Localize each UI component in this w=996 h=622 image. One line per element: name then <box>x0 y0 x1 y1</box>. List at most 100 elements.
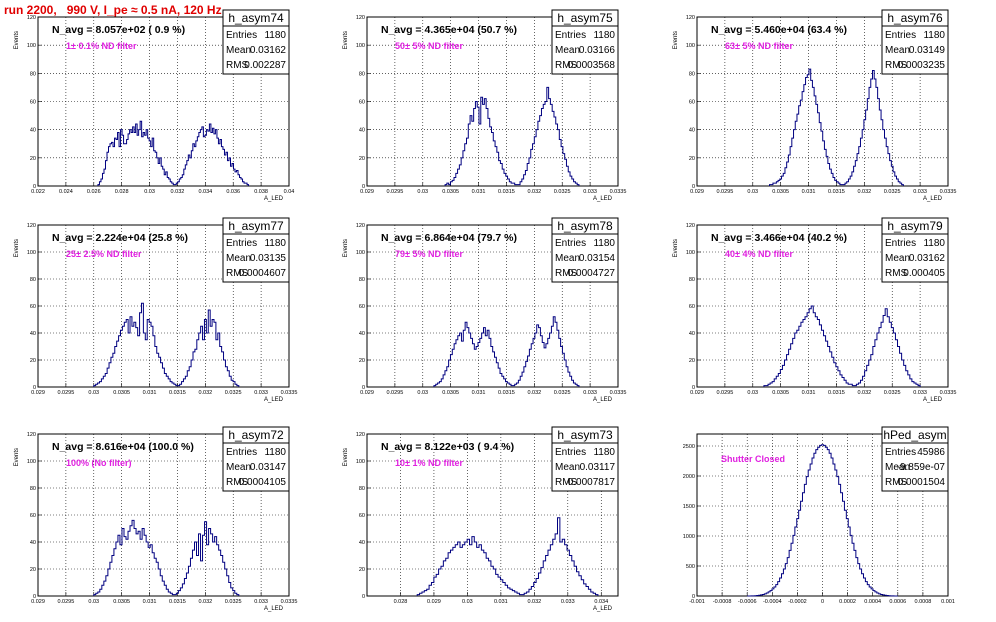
histogram-panel-p8: -0.001 -0.0008 -0.0006 -0.0004 -0.0002 0 0.000… <box>683 426 955 605</box>
x-tick-label: 0.0335 <box>610 390 627 396</box>
y-tick-label: 40 <box>30 331 36 337</box>
stats-value-mean: 0.03149 <box>909 45 946 56</box>
histogram-line <box>97 120 250 186</box>
navg-label: N_avg = 8.616e+04 (100.0 %) <box>52 441 194 453</box>
stats-name: h_asym75 <box>557 11 613 25</box>
stats-label-rms: RMS <box>226 268 249 279</box>
y-axis-label: Events <box>343 239 349 257</box>
x-axis-label: A_LED <box>923 196 943 202</box>
y-tick-label: 120 <box>686 15 695 21</box>
stats-value-mean: 0.03162 <box>250 45 287 56</box>
stats-name: h_asym72 <box>228 428 284 442</box>
y-tick-label: 60 <box>689 304 695 310</box>
histogram-line <box>444 86 580 186</box>
x-tick-label: 0.031 <box>472 390 486 396</box>
x-axis-label: A_LED <box>593 397 613 403</box>
stats-value-entries: 1180 <box>923 30 945 41</box>
y-tick-label: 60 <box>359 513 365 519</box>
x-tick-label: 0.0325 <box>884 189 901 195</box>
x-tick-label: 0.028 <box>394 599 408 605</box>
stats-box <box>222 217 290 283</box>
stats-value-mean: -9.859e-07 <box>897 462 946 473</box>
histogram-panel-p1: 0.029 0.0295 0.03 0.0305 0.031 0.0315 0.032 0.0… <box>343 9 626 202</box>
navg-label: N_avg = 8.057e+02 ( 0.9 %) <box>52 24 185 36</box>
y-tick-label: 80 <box>689 277 695 283</box>
y-tick-label: 2500 <box>683 444 695 450</box>
x-tick-label: 0.0295 <box>57 599 74 605</box>
y-tick-label: 100 <box>686 250 695 256</box>
y-tick-label: 2000 <box>683 474 695 480</box>
stats-label-entries: Entries <box>555 30 586 41</box>
x-axis-label: A_LED <box>593 606 613 612</box>
filter-label: 79± 5% ND filter <box>395 249 463 259</box>
stats-value-rms: 0.0007817 <box>568 477 616 488</box>
stats-value-entries: 1180 <box>264 447 286 458</box>
x-tick-label: 0.03 <box>88 599 99 605</box>
stats-value-entries: 1180 <box>264 238 286 249</box>
navg-label: N_avg = 5.460e+04 (63.4 %) <box>711 24 847 36</box>
filter-label: 1± 0.1% ND filter <box>66 41 137 51</box>
x-tick-label: 0.031 <box>802 189 816 195</box>
x-tick-label: 0.032 <box>857 390 871 396</box>
stats-label-mean: Mean <box>885 253 910 264</box>
y-tick-label: 80 <box>689 71 695 77</box>
x-tick-label: -0.0006 <box>738 599 757 605</box>
y-tick-label: 60 <box>30 304 36 310</box>
filter-label: Shutter Closed <box>721 454 785 464</box>
stats-name: h_asym74 <box>228 11 284 25</box>
x-tick-label: 0.033 <box>583 189 597 195</box>
x-tick-label: 0.031 <box>494 599 508 605</box>
histogram-line <box>747 444 898 597</box>
stats-value-entries: 1180 <box>264 30 286 41</box>
stats-value-rms: 0.002287 <box>244 60 286 71</box>
x-tick-label: 0.034 <box>198 189 212 195</box>
filter-label: 63± 5% ND filter <box>725 41 793 51</box>
x-tick-label: 0.033 <box>913 390 927 396</box>
y-tick-label: 100 <box>686 43 695 49</box>
y-tick-label: 100 <box>356 250 365 256</box>
y-tick-label: 20 <box>359 358 365 364</box>
x-tick-label: 0.033 <box>254 599 268 605</box>
x-tick-label: 0.031 <box>143 599 157 605</box>
filter-label: 10± 1% ND filter <box>395 458 463 468</box>
x-tick-label: 0.029 <box>360 390 374 396</box>
x-tick-label: 0.029 <box>427 599 441 605</box>
histogram-panel-p5: 0.029 0.0295 0.03 0.0305 0.031 0.0315 0.032 0.0… <box>673 217 956 403</box>
y-axis-label: Events <box>673 31 679 49</box>
x-tick-label: 0.034 <box>594 599 608 605</box>
stats-name: h_asym78 <box>557 219 613 233</box>
y-tick-label: 0 <box>33 184 36 190</box>
histogram-panel-p7: 0.028 0.029 0.03 0.031 0.032 0.033 0.034 0 20 40 6… <box>343 426 619 612</box>
x-tick-label: 0.031 <box>143 390 157 396</box>
x-tick-label: 0.0315 <box>828 390 845 396</box>
x-tick-label: 0.0315 <box>498 189 515 195</box>
histogram-line <box>93 302 240 387</box>
stats-label-mean: Mean <box>885 45 910 56</box>
x-tick-label: 0.033 <box>913 189 927 195</box>
x-tick-label: 0.032 <box>527 390 541 396</box>
y-tick-label: 80 <box>359 277 365 283</box>
histogram-line <box>769 68 904 186</box>
y-tick-label: 40 <box>689 128 695 134</box>
stats-value-entries: 1180 <box>593 447 615 458</box>
stats-label-entries: Entries <box>226 447 257 458</box>
x-tick-label: 0.0335 <box>281 599 298 605</box>
y-tick-label: 0 <box>362 184 365 190</box>
x-tick-label: 0.028 <box>115 189 129 195</box>
y-tick-label: 40 <box>30 128 36 134</box>
y-tick-label: 40 <box>30 540 36 546</box>
x-tick-label: 0.036 <box>226 189 240 195</box>
stats-name: hPed_asym <box>883 428 946 442</box>
stats-label-rms: RMS <box>555 60 578 71</box>
stats-value-mean: 0.03135 <box>250 253 287 264</box>
x-tick-label: 0.024 <box>59 189 73 195</box>
stats-label-entries: Entries <box>885 238 916 249</box>
stats-box <box>551 9 619 75</box>
y-tick-label: 20 <box>30 358 36 364</box>
stats-label-rms: RMS <box>555 477 578 488</box>
stats-label-rms: RMS <box>885 60 908 71</box>
histogram-panel-p4: 0.029 0.0295 0.03 0.0305 0.031 0.0315 0.032 0.0… <box>343 217 627 403</box>
x-tick-label: 0.031 <box>802 390 816 396</box>
y-tick-label: 80 <box>30 486 36 492</box>
stats-box <box>551 217 619 283</box>
